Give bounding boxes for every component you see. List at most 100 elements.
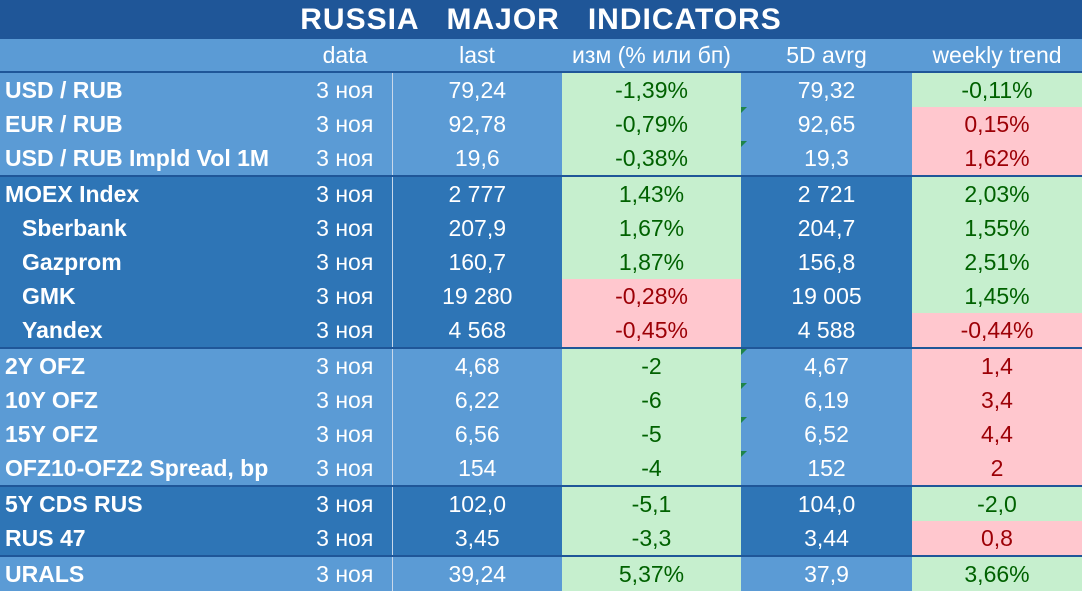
indicator-last: 2 777 xyxy=(392,175,562,211)
table-row: Sberbank 3 ноя 207,9 1,67% 204,7 1,55% xyxy=(0,211,1082,245)
indicator-weekly-trend: 3,4 xyxy=(912,383,1082,417)
indicator-5d-avrg: 4 588 xyxy=(741,313,912,348)
indicator-5d-avrg-value: 4,67 xyxy=(804,352,849,379)
indicators-table: data last изм (% или бп) 5D avrg weekly … xyxy=(0,39,1082,591)
indicator-name: 5Y CDS RUS xyxy=(0,485,298,521)
indicator-last: 3,45 xyxy=(392,521,562,556)
table-row: Gazprom 3 ноя 160,7 1,87% 156,8 2,51% xyxy=(0,245,1082,279)
indicator-change: -6 xyxy=(562,383,741,417)
indicator-name: RUS 47 xyxy=(0,521,298,556)
indicator-last: 79,24 xyxy=(392,72,562,107)
header-weekly-trend: weekly trend xyxy=(912,39,1082,73)
indicator-weekly-trend: 1,62% xyxy=(912,141,1082,176)
indicator-last: 19 280 xyxy=(392,279,562,313)
table-row: USD / RUB Impld Vol 1M 3 ноя 19,6 -0,38%… xyxy=(0,141,1082,176)
indicator-date: 3 ноя xyxy=(298,175,393,211)
indicator-name: 10Y OFZ xyxy=(0,383,298,417)
header-change: изм (% или бп) xyxy=(562,39,741,73)
indicator-weekly-trend: 2,51% xyxy=(912,245,1082,279)
indicator-date: 3 ноя xyxy=(298,279,393,313)
indicator-change: -0,38% xyxy=(562,141,741,176)
comment-marker-icon xyxy=(741,451,747,457)
indicator-weekly-trend: 1,4 xyxy=(912,347,1082,383)
table-row: 10Y OFZ 3 ноя 6,22 -6 6,19 3,4 xyxy=(0,383,1082,417)
table-row: Yandex 3 ноя 4 568 -0,45% 4 588 -0,44% xyxy=(0,313,1082,348)
table-row: USD / RUB 3 ноя 79,24 -1,39% 79,32 -0,11… xyxy=(0,72,1082,107)
table-row: OFZ10-OFZ2 Spread, bp 3 ноя 154 -4 152 2 xyxy=(0,451,1082,486)
header-name xyxy=(0,39,298,73)
indicator-weekly-trend: 0,15% xyxy=(912,107,1082,141)
comment-marker-icon xyxy=(741,141,747,147)
indicator-date: 3 ноя xyxy=(298,245,393,279)
header-last: last xyxy=(392,39,562,73)
indicator-date: 3 ноя xyxy=(298,417,393,451)
indicator-last: 19,6 xyxy=(392,141,562,176)
indicator-name: EUR / RUB xyxy=(0,107,298,141)
indicator-5d-avrg: 4,67 xyxy=(741,347,912,383)
header-row: data last изм (% или бп) 5D avrg weekly … xyxy=(0,39,1082,73)
indicator-last: 102,0 xyxy=(392,485,562,521)
table-row: RUS 47 3 ноя 3,45 -3,3 3,44 0,8 xyxy=(0,521,1082,556)
indicator-change: -5 xyxy=(562,417,741,451)
indicator-change: -0,28% xyxy=(562,279,741,313)
indicator-5d-avrg: 204,7 xyxy=(741,211,912,245)
header-data: data xyxy=(298,39,392,73)
indicator-5d-avrg-value: 19,3 xyxy=(804,144,849,171)
indicator-name: USD / RUB Impld Vol 1M xyxy=(0,141,298,176)
indicator-5d-avrg-value: 6,19 xyxy=(804,386,849,413)
indicator-5d-avrg-value: 92,65 xyxy=(797,110,856,137)
table-row: GMK 3 ноя 19 280 -0,28% 19 005 1,45% xyxy=(0,279,1082,313)
indicator-change: 1,87% xyxy=(562,245,741,279)
table-row: URALS 3 ноя 39,24 5,37% 37,9 3,66% xyxy=(0,555,1082,591)
indicator-5d-avrg: 152 xyxy=(741,451,912,486)
indicator-last: 92,78 xyxy=(392,107,562,141)
indicator-5d-avrg: 79,32 xyxy=(741,72,912,107)
indicator-weekly-trend: 2,03% xyxy=(912,175,1082,211)
indicator-change: -0,45% xyxy=(562,313,741,348)
indicator-name: USD / RUB xyxy=(0,72,298,107)
indicator-change: -0,79% xyxy=(562,107,741,141)
table-row: 2Y OFZ 3 ноя 4,68 -2 4,67 1,4 xyxy=(0,347,1082,383)
indicator-5d-avrg: 2 721 xyxy=(741,175,912,211)
indicator-weekly-trend: -0,11% xyxy=(912,72,1082,107)
indicator-5d-avrg-value: 152 xyxy=(807,454,846,481)
indicator-change: -5,1 xyxy=(562,485,741,521)
indicator-date: 3 ноя xyxy=(298,107,393,141)
comment-marker-icon xyxy=(741,383,747,389)
indicator-name: 15Y OFZ xyxy=(0,417,298,451)
indicator-5d-avrg: 92,65 xyxy=(741,107,912,141)
table-row: EUR / RUB 3 ноя 92,78 -0,79% 92,65 0,15% xyxy=(0,107,1082,141)
indicator-date: 3 ноя xyxy=(298,72,393,107)
indicator-change: -2 xyxy=(562,347,741,383)
indicator-weekly-trend: 2 xyxy=(912,451,1082,486)
indicator-name: GMK xyxy=(0,279,298,313)
indicator-change: -1,39% xyxy=(562,72,741,107)
indicator-date: 3 ноя xyxy=(298,313,393,348)
indicator-change: 5,37% xyxy=(562,555,741,591)
indicator-weekly-trend: 4,4 xyxy=(912,417,1082,451)
indicator-5d-avrg: 6,52 xyxy=(741,417,912,451)
indicator-name: Gazprom xyxy=(0,245,298,279)
indicator-weekly-trend: -0,44% xyxy=(912,313,1082,348)
indicator-5d-avrg: 37,9 xyxy=(741,555,912,591)
indicator-date: 3 ноя xyxy=(298,141,393,176)
indicator-name: Sberbank xyxy=(0,211,298,245)
indicator-weekly-trend: 0,8 xyxy=(912,521,1082,556)
indicator-change: 1,43% xyxy=(562,175,741,211)
table-row: 15Y OFZ 3 ноя 6,56 -5 6,52 4,4 xyxy=(0,417,1082,451)
indicator-date: 3 ноя xyxy=(298,521,393,556)
indicator-weekly-trend: 1,55% xyxy=(912,211,1082,245)
comment-marker-icon xyxy=(741,417,747,423)
indicator-last: 39,24 xyxy=(392,555,562,591)
indicator-5d-avrg: 104,0 xyxy=(741,485,912,521)
header-5d-avrg: 5D avrg xyxy=(741,39,912,73)
indicator-date: 3 ноя xyxy=(298,211,393,245)
indicator-date: 3 ноя xyxy=(298,383,393,417)
indicator-change: -4 xyxy=(562,451,741,486)
indicator-date: 3 ноя xyxy=(298,485,393,521)
indicator-name: Yandex xyxy=(0,313,298,348)
indicator-name: URALS xyxy=(0,555,298,591)
indicator-weekly-trend: 1,45% xyxy=(912,279,1082,313)
indicator-date: 3 ноя xyxy=(298,451,393,486)
indicator-5d-avrg: 6,19 xyxy=(741,383,912,417)
